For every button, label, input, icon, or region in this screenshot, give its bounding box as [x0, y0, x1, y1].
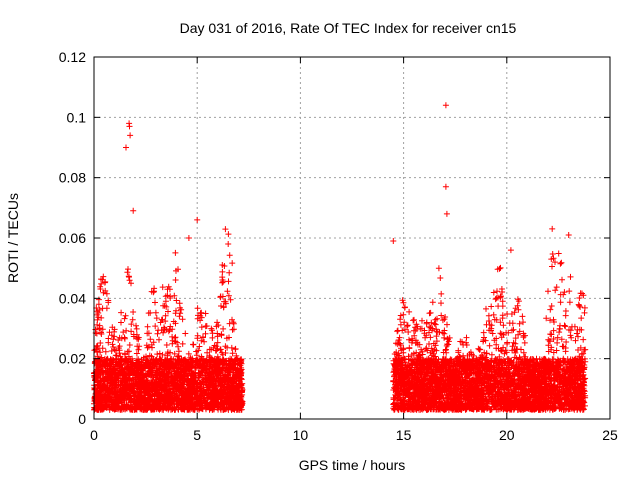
y-tick-label: 0.06 [59, 230, 86, 246]
x-tick-label: 15 [396, 427, 412, 443]
y-axis-label: ROTI / TECUs [5, 193, 21, 283]
y-tick-label: 0.02 [59, 351, 86, 367]
axis-ticks: 0 5 10 15 20 25 0 0.02 0.04 0.06 0.08 0.1 0.12 [59, 49, 618, 443]
x-axis-label: GPS time / hours [299, 457, 406, 473]
y-tick-label: 0.12 [59, 49, 86, 65]
y-tick-label: 0 [78, 411, 86, 427]
x-tick-label: 0 [90, 427, 98, 443]
y-tick-label: 0.08 [59, 170, 86, 186]
roti-point-markers [91, 102, 589, 413]
chart-title: Day 031 of 2016, Rate Of TEC Index for r… [180, 20, 517, 36]
data-points [91, 102, 589, 413]
grid-lines [94, 57, 610, 419]
x-tick-label: 20 [499, 427, 515, 443]
x-tick-label: 10 [293, 427, 309, 443]
x-tick-label: 25 [602, 427, 618, 443]
x-tick-label: 5 [193, 427, 201, 443]
y-tick-label: 0.04 [59, 290, 86, 306]
y-tick-label: 0.1 [67, 109, 87, 125]
